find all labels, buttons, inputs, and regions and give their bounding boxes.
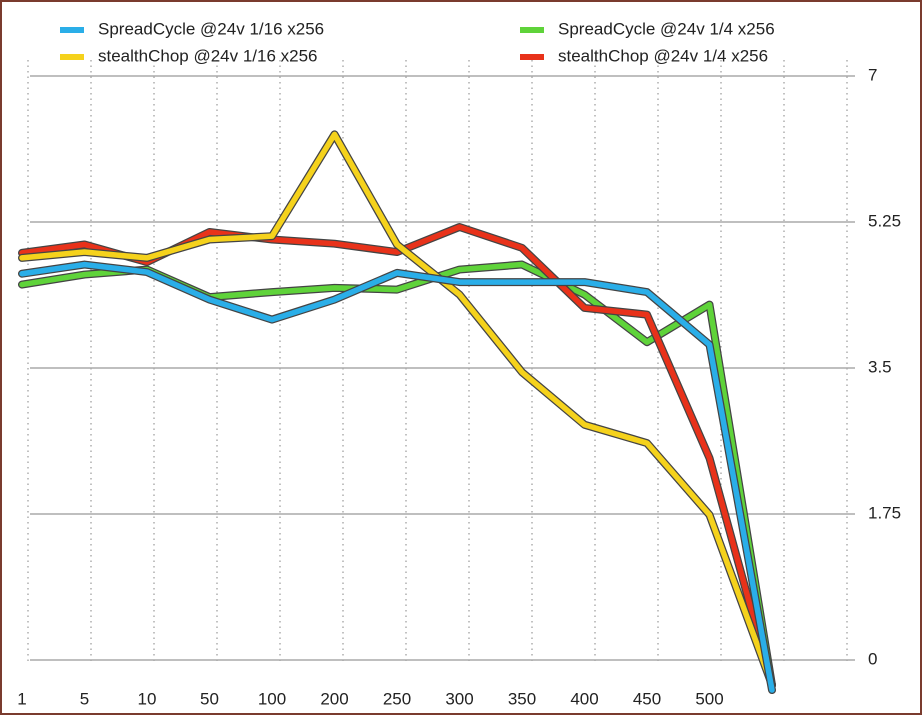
x-tick-label: 350 xyxy=(508,689,536,708)
legend-label: SpreadCycle @24v 1/16 x256 xyxy=(98,19,324,38)
legend-label: stealthChop @24v 1/4 x256 xyxy=(558,46,768,65)
y-tick-label: 0 xyxy=(868,649,877,668)
x-tick-label: 450 xyxy=(633,689,661,708)
x-tick-label: 1 xyxy=(17,689,26,708)
x-tick-label: 10 xyxy=(138,689,157,708)
line xyxy=(19,224,775,688)
x-tick-label: 500 xyxy=(695,689,723,708)
x-tick-label: 50 xyxy=(200,689,219,708)
line xyxy=(19,261,775,693)
x-tick-label: 100 xyxy=(258,689,286,708)
legend-label: stealthChop @24v 1/16 x256 xyxy=(98,46,318,65)
legend-label: SpreadCycle @24v 1/4 x256 xyxy=(558,19,775,38)
y-tick-label: 1.75 xyxy=(868,503,901,522)
y-tick-label: 5.25 xyxy=(868,211,901,230)
x-tick-label: 300 xyxy=(445,689,473,708)
y-tick-label: 7 xyxy=(868,65,877,84)
x-tick-label: 5 xyxy=(80,689,89,708)
x-tick-label: 400 xyxy=(570,689,598,708)
x-tick-label: 250 xyxy=(383,689,411,708)
y-tick-label: 3.5 xyxy=(868,357,892,376)
line xyxy=(19,131,775,688)
x-tick-label: 200 xyxy=(320,689,348,708)
